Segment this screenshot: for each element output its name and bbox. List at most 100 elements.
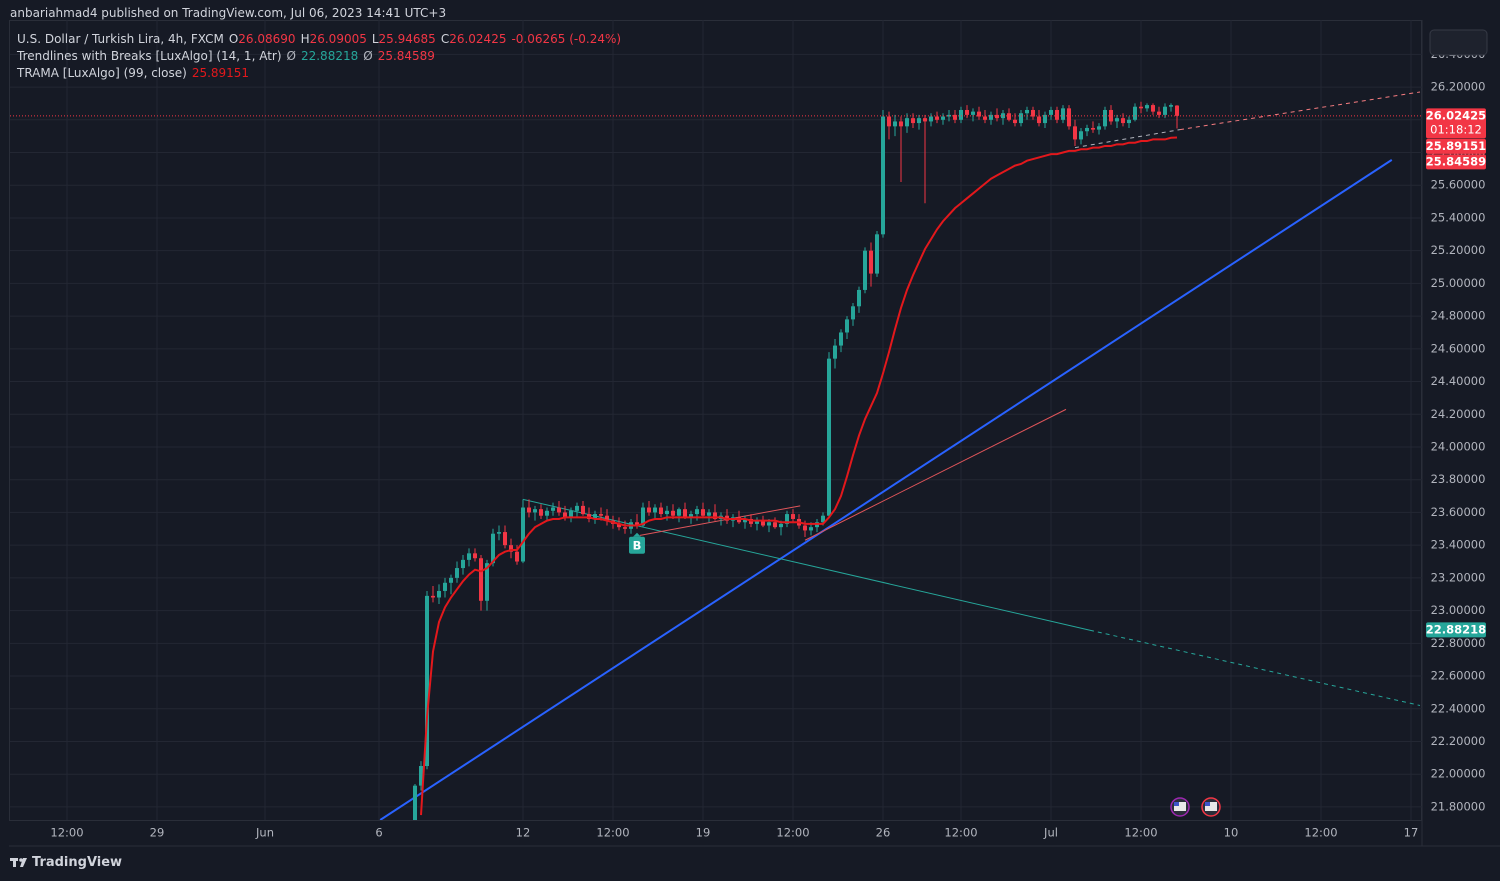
countdown: 01:18:12 bbox=[1430, 122, 1482, 136]
x-tick-label: 12:00 bbox=[596, 826, 629, 840]
y-tick-label: 25.00000 bbox=[1431, 276, 1486, 290]
indicator-value: 22.88218 bbox=[300, 49, 359, 63]
candle-body bbox=[1013, 119, 1017, 124]
candle-body bbox=[551, 507, 555, 511]
candle-body bbox=[575, 505, 579, 511]
candle-body bbox=[1097, 126, 1101, 130]
candle-body bbox=[929, 116, 933, 122]
candle-body bbox=[935, 116, 939, 120]
publish-header: anbariahmad4 published on TradingView.co… bbox=[10, 6, 447, 20]
plot-area: B bbox=[10, 91, 1422, 820]
candle-body bbox=[689, 514, 693, 518]
candle-body bbox=[455, 568, 459, 578]
candle-body bbox=[491, 533, 495, 564]
candle-body bbox=[1103, 109, 1107, 127]
x-tick-label: 12:00 bbox=[776, 826, 809, 840]
x-tick-label: 12:00 bbox=[1124, 826, 1157, 840]
candle-body bbox=[425, 595, 429, 767]
y-tick-label: 23.80000 bbox=[1431, 472, 1486, 486]
candle-body bbox=[515, 551, 519, 562]
x-tick-label: 6 bbox=[375, 826, 382, 840]
legend-row: U.S. Dollar / Turkish Lira, 4h, FXCM O 26.… bbox=[17, 31, 626, 48]
grid bbox=[10, 20, 1422, 820]
candle-body bbox=[743, 518, 747, 523]
price-label: 26.02425 bbox=[1426, 108, 1486, 122]
price-label-box bbox=[1426, 154, 1486, 170]
candle-body bbox=[503, 532, 507, 546]
candle-body bbox=[1067, 108, 1071, 127]
candle-body bbox=[803, 525, 807, 531]
candle-body bbox=[413, 785, 417, 820]
legend-row: Trendlines with Breaks [LuxAlgo] (14, 1,… bbox=[17, 48, 626, 65]
symbol-name: U.S. Dollar / Turkish Lira, 4h, FXCM bbox=[17, 32, 224, 46]
axes: 21.80000 22.00000 22.20000 22.40000 22.60000… bbox=[50, 47, 1486, 840]
y-tick-label: 22.80000 bbox=[1431, 636, 1486, 650]
trendline bbox=[804, 408, 1067, 541]
candle-body bbox=[521, 507, 525, 562]
candle-body bbox=[605, 515, 609, 521]
break-arrow bbox=[633, 532, 641, 537]
logo-part bbox=[20, 858, 27, 867]
candle-body bbox=[569, 510, 573, 518]
candle-body bbox=[1163, 106, 1167, 115]
ohlc-key: O bbox=[228, 32, 239, 46]
candle-body bbox=[977, 111, 981, 117]
candle-body bbox=[785, 514, 789, 524]
price-label-box bbox=[1426, 108, 1486, 139]
candle-body bbox=[449, 577, 453, 583]
x-tick-label: Jun bbox=[255, 826, 274, 840]
candle-body bbox=[857, 289, 861, 307]
trendline bbox=[1089, 629, 1421, 706]
flag-icon bbox=[1205, 802, 1210, 806]
trama-line bbox=[420, 136, 1178, 816]
candle-body bbox=[419, 766, 423, 786]
flag-icon bbox=[1174, 802, 1179, 806]
indicator-value: 25.89151 bbox=[191, 66, 250, 80]
candle-body bbox=[881, 116, 885, 235]
price-label-box bbox=[1426, 138, 1486, 154]
y-tick-label: 26.20000 bbox=[1431, 80, 1486, 94]
candle-body bbox=[869, 250, 873, 274]
candle-body bbox=[623, 527, 627, 529]
candle-body bbox=[923, 118, 927, 122]
candle-body bbox=[701, 509, 705, 516]
candle-body bbox=[497, 532, 501, 534]
candle-body bbox=[1175, 105, 1179, 116]
y-tick-label: 25.20000 bbox=[1431, 243, 1486, 257]
candle-body bbox=[1043, 114, 1047, 124]
x-tick-label: 12:00 bbox=[944, 826, 977, 840]
candle-body bbox=[1073, 126, 1077, 140]
event-icons bbox=[1170, 797, 1221, 817]
indicator-value: Ø bbox=[286, 49, 296, 63]
candle-body bbox=[431, 595, 435, 598]
candle-body bbox=[1121, 118, 1125, 124]
candle-body bbox=[1055, 109, 1059, 120]
price-label-box bbox=[1426, 622, 1486, 638]
candle-body bbox=[461, 559, 465, 569]
scale-button[interactable] bbox=[1429, 29, 1488, 56]
candle-body bbox=[863, 250, 867, 290]
y-tick-label: 24.40000 bbox=[1431, 374, 1486, 388]
ohlc-value: 26.09005 bbox=[309, 32, 367, 46]
x-tick-label: 12:00 bbox=[1304, 826, 1337, 840]
candle-body bbox=[1037, 116, 1041, 124]
y-tick-label: 23.60000 bbox=[1431, 505, 1486, 519]
candle-body bbox=[1025, 109, 1029, 114]
candle-body bbox=[1079, 131, 1083, 140]
indicator-name: Trendlines with Breaks [LuxAlgo] (14, 1,… bbox=[17, 49, 282, 63]
price-label: 25.84589 bbox=[1426, 154, 1486, 168]
candle-body bbox=[641, 507, 645, 526]
y-tick-label: 23.20000 bbox=[1431, 570, 1486, 584]
candle-body bbox=[911, 118, 915, 124]
x-tick-label: 19 bbox=[696, 826, 711, 840]
candle-body bbox=[443, 582, 447, 591]
trendline bbox=[1074, 129, 1181, 149]
candle-body bbox=[851, 306, 855, 320]
candle-body bbox=[965, 109, 969, 115]
x-tick-label: 12:00 bbox=[50, 826, 83, 840]
candle-body bbox=[635, 522, 639, 526]
candle-body bbox=[905, 118, 909, 127]
legend-row: TRAMA [LuxAlgo] (99, close) 25.89151 bbox=[17, 65, 626, 82]
